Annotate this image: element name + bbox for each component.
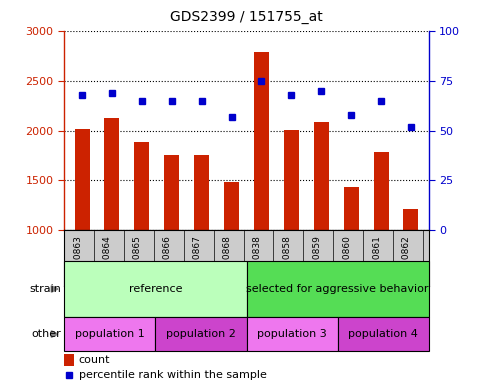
Text: GSM120859: GSM120859 [312, 235, 321, 290]
Text: reference: reference [129, 284, 182, 294]
Bar [246, 261, 429, 317]
Text: selected for aggressive behavior: selected for aggressive behavior [246, 284, 429, 294]
Text: other: other [32, 329, 62, 339]
Text: GSM120868: GSM120868 [222, 235, 232, 290]
Bar [164, 154, 179, 230]
Bar [246, 317, 338, 351]
Text: GSM120863: GSM120863 [73, 235, 82, 290]
Text: GSM120866: GSM120866 [163, 235, 172, 290]
Bar [155, 317, 246, 351]
Bar [344, 187, 358, 230]
Bar [338, 317, 429, 351]
Text: population 4: population 4 [349, 329, 418, 339]
Bar [135, 142, 149, 230]
Bar [284, 129, 299, 230]
Text: count: count [79, 355, 110, 365]
Bar [194, 154, 209, 230]
Text: GSM120838: GSM120838 [252, 235, 261, 290]
Bar [74, 129, 90, 230]
Bar [64, 354, 74, 366]
Bar [224, 182, 239, 230]
Bar [374, 152, 388, 230]
Text: GSM120867: GSM120867 [193, 235, 202, 290]
Bar [314, 122, 329, 230]
Bar [64, 261, 246, 317]
Text: percentile rank within the sample: percentile rank within the sample [79, 370, 267, 380]
Text: GSM120860: GSM120860 [342, 235, 351, 290]
Text: GSM120861: GSM120861 [372, 235, 381, 290]
Text: population 1: population 1 [75, 329, 144, 339]
Bar [64, 317, 155, 351]
Text: GSM120864: GSM120864 [103, 235, 112, 290]
Text: strain: strain [30, 284, 62, 294]
Text: population 2: population 2 [166, 329, 236, 339]
Text: GDS2399 / 151755_at: GDS2399 / 151755_at [170, 10, 323, 23]
Bar [254, 52, 269, 230]
Text: GSM120862: GSM120862 [402, 235, 411, 290]
Bar [105, 118, 119, 230]
Bar [403, 209, 419, 230]
Text: GSM120865: GSM120865 [133, 235, 142, 290]
Text: GSM120858: GSM120858 [282, 235, 291, 290]
Text: population 3: population 3 [257, 329, 327, 339]
